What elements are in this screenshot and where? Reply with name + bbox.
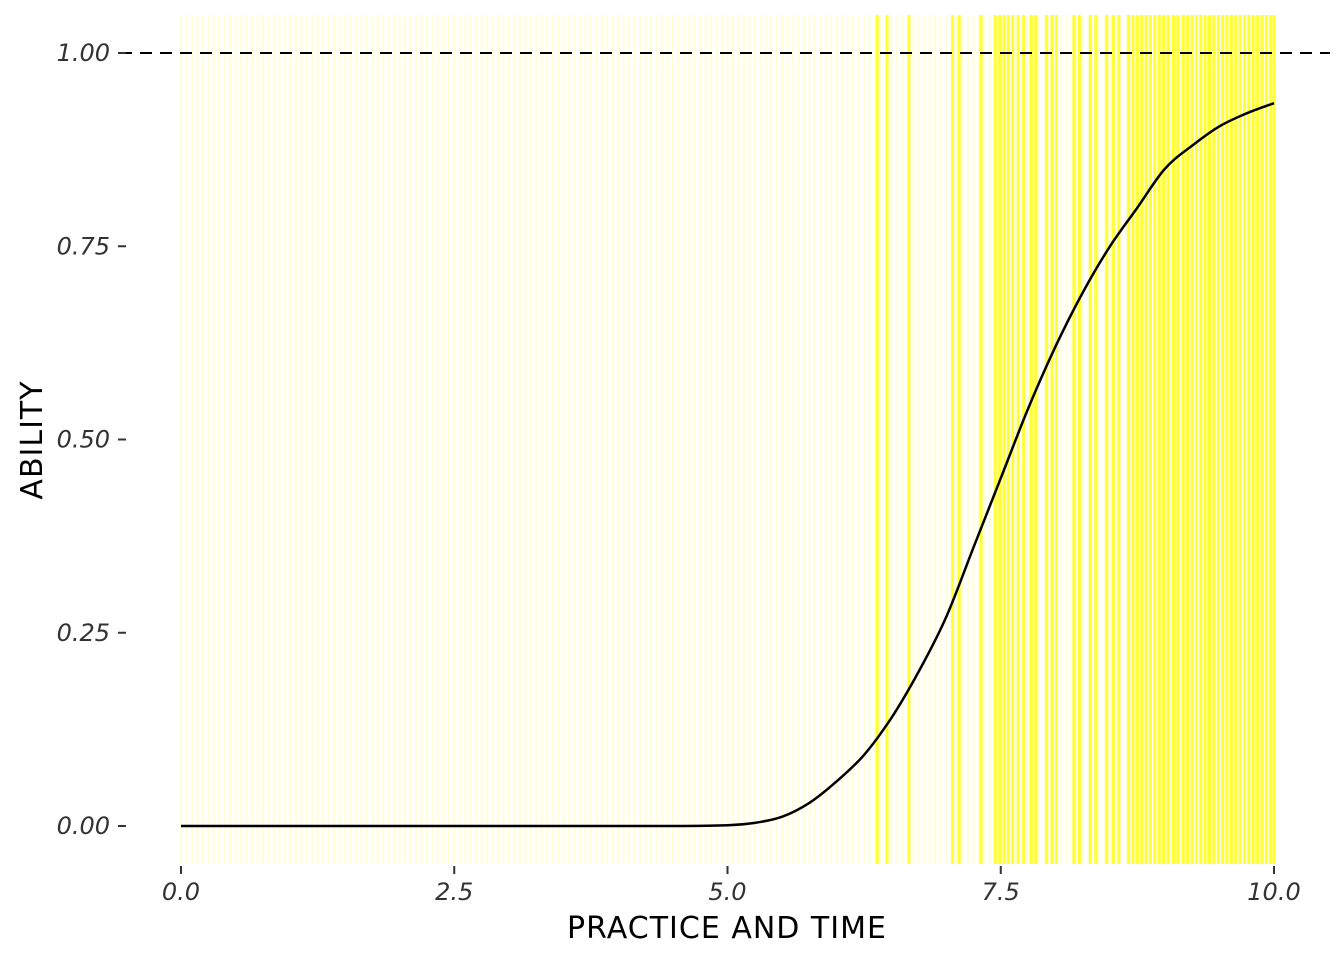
y-tick-label-1: 0.25 xyxy=(57,619,110,647)
y-axis: 0.00 0.25 0.50 0.75 1.00 xyxy=(57,39,126,840)
y-tick-label-4: 1.00 xyxy=(57,39,110,67)
x-tick-label-0: 0.0 xyxy=(162,878,200,906)
y-tick-label-0: 0.00 xyxy=(57,812,110,840)
x-tick-label-1: 2.5 xyxy=(435,878,473,906)
x-tick-label-4: 10.0 xyxy=(1247,878,1300,906)
x-tick-label-2: 5.0 xyxy=(708,878,746,906)
y-axis-title: ABILITY xyxy=(15,380,50,499)
x-axis: 0.0 2.5 5.0 7.5 10.0 xyxy=(162,866,1301,906)
faint-band-group xyxy=(180,15,1275,864)
y-tick-label-3: 0.75 xyxy=(57,232,110,260)
x-tick-label-3: 7.5 xyxy=(982,878,1020,906)
series-line xyxy=(180,102,1275,828)
y-tick-label-2: 0.50 xyxy=(57,426,110,454)
bright-band-group xyxy=(875,15,1276,864)
x-axis-title: PRACTICE AND TIME xyxy=(567,911,887,946)
